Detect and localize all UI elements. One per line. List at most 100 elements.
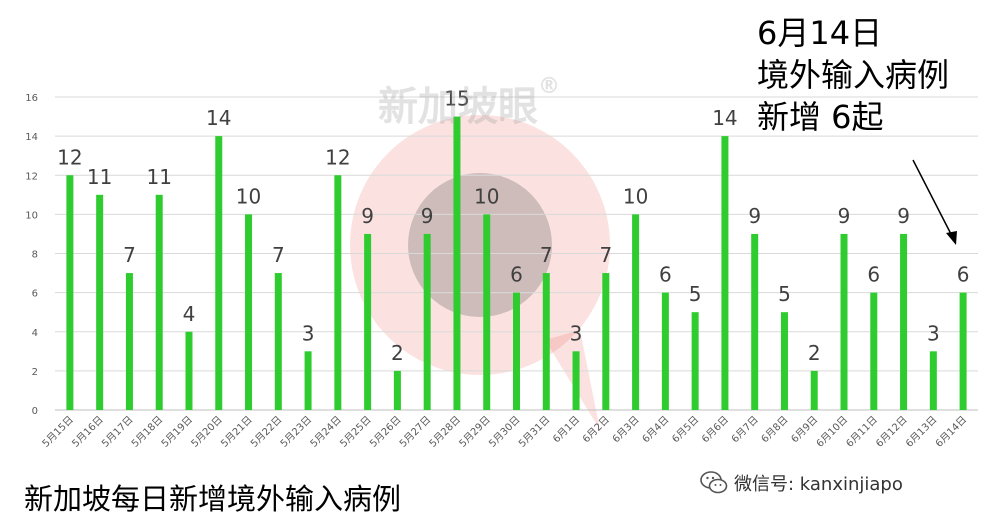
bar: [870, 292, 878, 410]
bar: [542, 273, 550, 410]
x-tick-label: 6月14日: [933, 414, 969, 450]
y-axis: 0 2 4 6 8 10 12 14 16: [25, 93, 38, 417]
bar: [393, 370, 401, 410]
x-tick-label: 6月5日: [670, 414, 702, 446]
data-label: 14: [206, 106, 231, 130]
bar: [423, 233, 431, 410]
watermark-text: 新加坡眼: [378, 84, 538, 130]
x-tick-label: 6月13日: [903, 414, 939, 450]
data-label: 9: [421, 204, 434, 228]
bar: [513, 292, 520, 410]
bar: [364, 233, 372, 410]
bar: [483, 214, 491, 410]
data-label: 4: [183, 302, 196, 326]
x-tick-label: 5月24日: [308, 414, 344, 450]
bar: [929, 351, 937, 410]
wechat-id: 微信号: kanxinjiapo: [700, 470, 903, 496]
bar: [245, 214, 253, 410]
x-tick-label: 6月8日: [759, 414, 791, 446]
data-label: 6: [957, 263, 970, 287]
bar: [602, 273, 610, 410]
data-label: 11: [146, 165, 171, 189]
x-tick-label: 5月16日: [70, 414, 106, 450]
x-tick-label: 6月6日: [699, 414, 731, 446]
x-tick-label: 5月22日: [248, 414, 284, 450]
callout-line-count: 新增 6起: [757, 98, 884, 136]
bar: [810, 370, 818, 410]
data-label: 5: [778, 282, 791, 306]
bar: [304, 351, 312, 410]
bar: [900, 233, 908, 410]
bar: [691, 312, 699, 410]
data-label: 6: [659, 263, 672, 287]
x-tick-label: 5月18日: [129, 414, 165, 450]
watermark-logo-icon: [350, 115, 610, 430]
data-label: 3: [570, 321, 583, 345]
x-tick-label: 5月27日: [397, 414, 433, 450]
data-labels: 1211711414107312929151067371065149529693…: [57, 87, 969, 365]
data-label: 2: [391, 341, 404, 365]
data-label: 10: [236, 184, 261, 208]
bar: [155, 194, 163, 410]
x-tick-label: 6月4日: [640, 414, 672, 446]
y-tick-label: 4: [32, 328, 38, 339]
y-tick-label: 8: [32, 250, 38, 261]
data-label: 12: [57, 145, 82, 169]
data-label: 2: [808, 341, 821, 365]
bar: [840, 233, 848, 410]
data-label: 12: [325, 145, 350, 169]
bar: [185, 331, 193, 410]
data-label: 5: [689, 282, 702, 306]
data-label: 9: [897, 204, 910, 228]
y-tick-label: 0: [32, 406, 38, 417]
x-tick-label: 5月28日: [427, 414, 463, 450]
data-label: 10: [474, 184, 499, 208]
y-tick-label: 16: [25, 93, 38, 104]
data-label: 7: [123, 243, 136, 267]
watermark: 新加坡眼®: [378, 74, 560, 132]
y-tick-label: 6: [32, 289, 38, 300]
x-tick-label: 5月23日: [278, 414, 314, 450]
y-tick-label: 14: [25, 132, 38, 143]
y-tick-label: 2: [32, 367, 38, 378]
x-tick-label: 6月10日: [814, 414, 850, 450]
data-label: 6: [867, 263, 880, 287]
x-tick-label: 6月3日: [610, 414, 642, 446]
bar: [215, 136, 223, 410]
chart-title: 新加坡每日新增境外输入病例: [24, 482, 402, 516]
data-label: 7: [599, 243, 612, 267]
wechat-text: 微信号: kanxinjiapo: [734, 474, 903, 495]
x-tick-label: 5月29日: [457, 414, 493, 450]
x-tick-label: 6月7日: [729, 414, 761, 446]
data-label: 9: [361, 204, 374, 228]
data-label: 9: [748, 204, 761, 228]
x-tick-label: 5月26日: [367, 414, 403, 450]
callout-annotation: 6月14日 境外输入病例 新增 6起: [757, 12, 949, 138]
bar: [751, 233, 759, 410]
x-tick-label: 6月1日: [551, 414, 583, 446]
y-tick-label: 12: [25, 171, 38, 182]
bars: [66, 116, 967, 410]
data-label: 7: [540, 243, 553, 267]
callout-line-date: 6月14日: [757, 14, 883, 52]
bar: [632, 214, 640, 410]
bar: [572, 351, 580, 410]
gridlines: [55, 96, 978, 411]
bar: [661, 292, 669, 410]
x-tick-label: 5月25日: [338, 414, 374, 450]
data-label: 6: [510, 263, 523, 287]
data-label: 10: [623, 184, 648, 208]
x-tick-label: 5月21日: [219, 414, 255, 450]
bar: [125, 273, 133, 410]
bar: [66, 175, 74, 410]
data-label: 3: [927, 321, 940, 345]
bar: [959, 292, 967, 410]
x-tick-label: 5月20日: [189, 414, 225, 450]
bar: [334, 175, 342, 410]
data-label: 7: [272, 243, 285, 267]
data-label: 14: [712, 106, 737, 130]
callout-line-label: 境外输入病例: [757, 56, 950, 94]
bar: [453, 116, 461, 410]
data-label: 11: [87, 165, 112, 189]
x-tick-label: 5月19日: [159, 414, 195, 450]
